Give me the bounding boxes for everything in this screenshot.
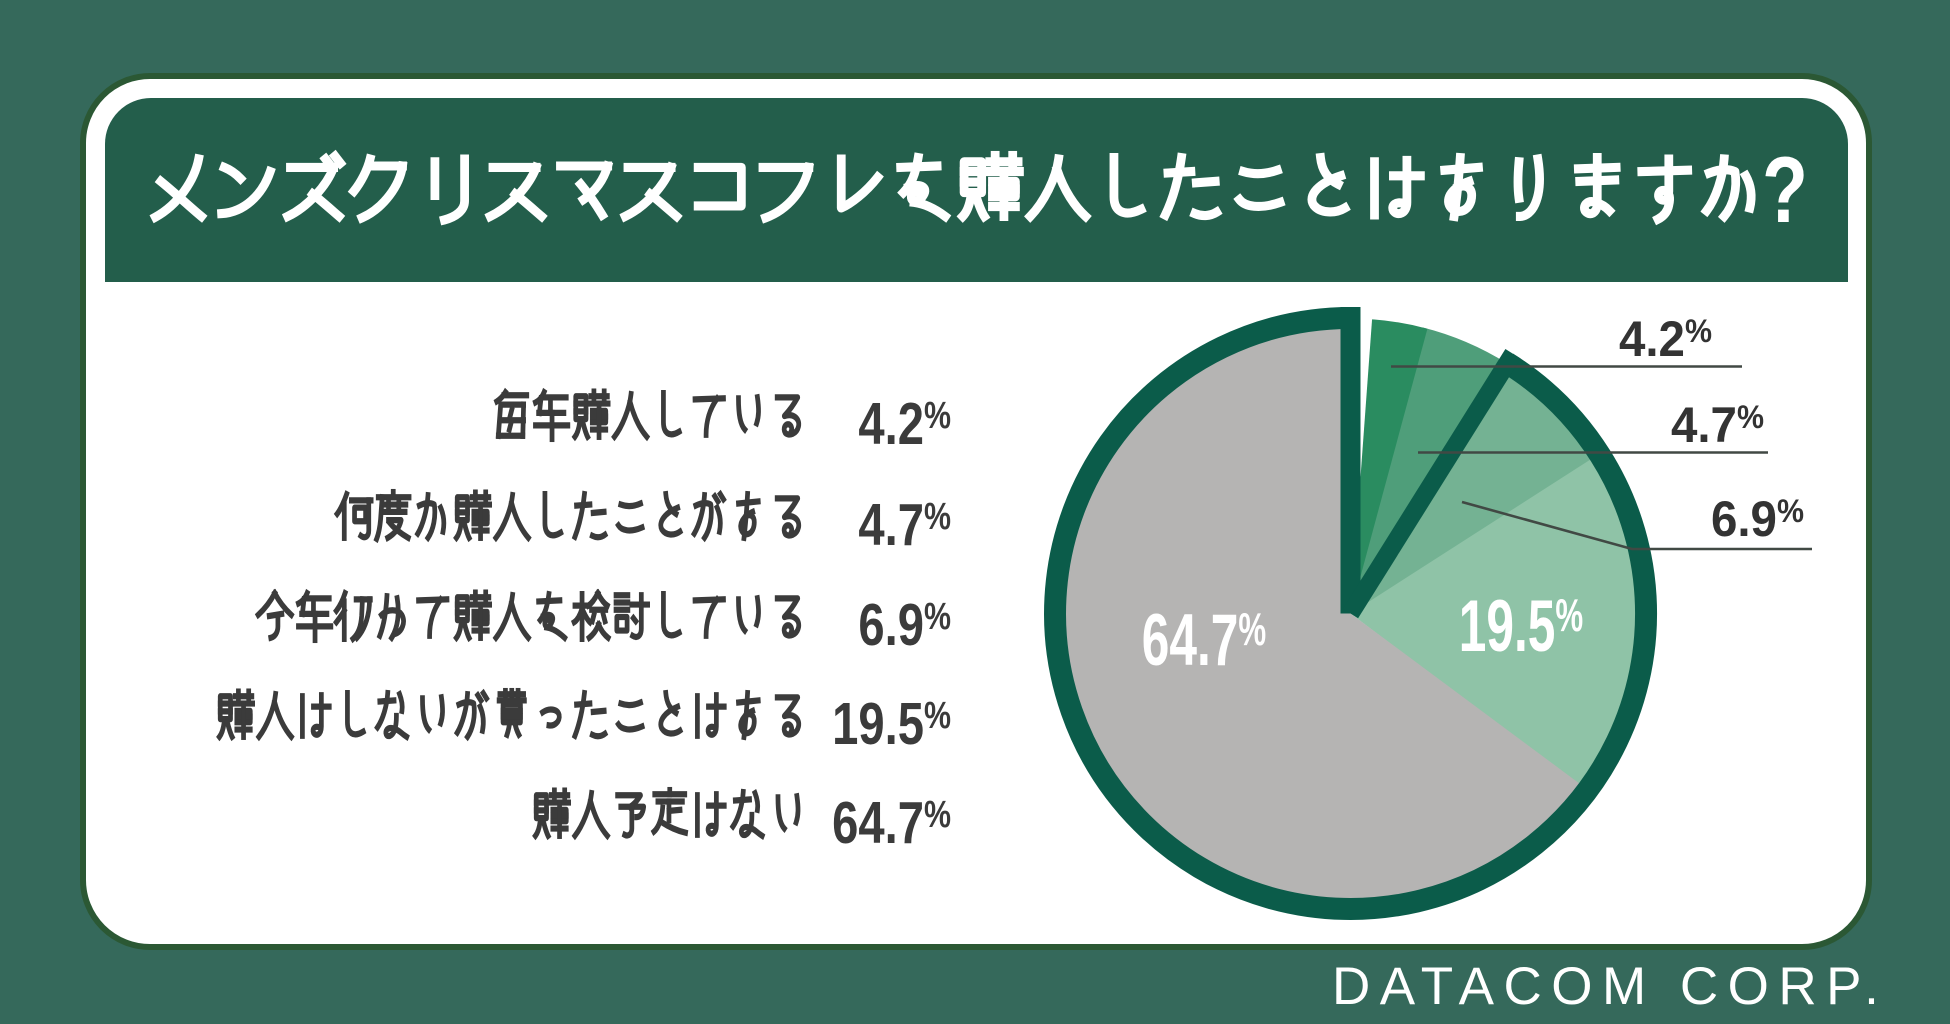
svg-text:?: ? — [1762, 138, 1808, 243]
svg-text:4.7%: 4.7% — [858, 493, 951, 558]
svg-text:4.2%: 4.2% — [1619, 312, 1712, 367]
svg-text:4.2%: 4.2% — [858, 392, 951, 457]
svg-text:19.5%: 19.5% — [832, 692, 951, 757]
svg-text:DATACOM CORP.: DATACOM CORP. — [1332, 957, 1888, 1016]
svg-text:64.7%: 64.7% — [832, 791, 951, 856]
svg-text:6.9%: 6.9% — [1711, 492, 1804, 547]
svg-text:4.7%: 4.7% — [1671, 398, 1764, 453]
svg-text:6.9%: 6.9% — [858, 593, 951, 658]
